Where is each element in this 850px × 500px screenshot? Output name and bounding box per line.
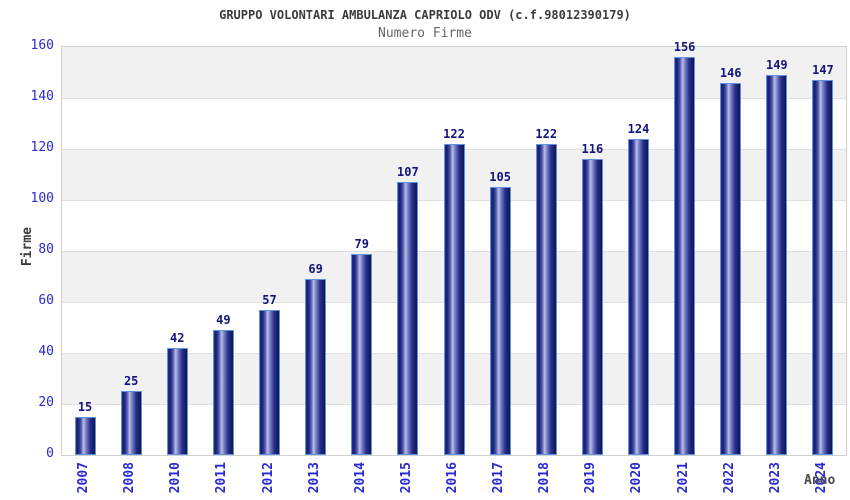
bar-value-label: 49 [216,313,231,327]
x-tick-label: 2018 [537,462,553,494]
bar-2015 [397,182,419,455]
x-tick-label: 2015 [398,462,414,494]
x-tick-label: 2010 [168,462,184,494]
bar-2007 [74,417,96,455]
x-tick-label: 2023 [767,462,783,494]
bar-2023 [766,75,788,455]
bar-2016 [443,144,465,455]
x-tick-label: 2012 [260,462,276,494]
bar-value-label: 105 [489,170,511,184]
bar-value-label: 57 [262,293,277,307]
bar-value-label: 146 [719,66,742,80]
bar-value-label: 116 [581,142,604,156]
bar-2013 [305,279,327,455]
y-tick-label: 0 [46,446,54,461]
bar-2020 [627,139,649,455]
x-tick-label: 2016 [445,462,460,494]
background-band [62,98,846,149]
plot-area: 15 25 42 49 57 69 79 107 122 105 122 116 124 156 146 14… [61,40,847,456]
bar-value-label: 79 [354,237,369,251]
bar-value-label: 42 [170,331,185,345]
x-tick-label: 2008 [122,462,138,494]
bar-2018 [535,144,557,455]
x-tick-label: 2020 [629,462,645,494]
x-tick-label: 2011 [214,462,230,494]
bar-value-label: 122 [443,127,465,141]
x-axis-ticks: 2007 2008 2010 2011 2012 2013 2014 2015 2016 2017… [61,455,845,500]
bar-2019 [581,159,603,455]
bar-2024 [812,80,834,455]
x-tick-label: 2007 [76,462,92,494]
y-tick-label: 100 [30,191,54,206]
y-tick-label: 120 [30,140,54,155]
bar-2010 [166,348,188,455]
y-tick-label: 140 [30,89,54,104]
x-tick-label: 2021 [675,462,691,494]
bar-value-label: 124 [627,122,650,136]
chart-subtitle: Numero Firme [378,26,472,41]
bar-2012 [259,310,281,455]
bar-value-label: 147 [812,63,834,77]
bar-2021 [674,57,696,455]
x-tick-label: 2019 [583,462,599,494]
bar-2011 [212,330,234,455]
gridline [62,98,846,99]
bar-2008 [120,391,142,455]
chart-title: GRUPPO VOLONTARI AMBULANZA CAPRIOLO ODV … [219,8,631,22]
bar-2022 [720,83,742,455]
bar-value-label: 149 [765,58,788,72]
background-band [62,47,846,98]
bar-2014 [351,254,373,455]
bar-value-label: 122 [535,127,558,141]
bar-value-label: 107 [397,165,419,179]
bar-value-label: 15 [77,400,93,414]
y-tick-label: 60 [38,293,54,308]
bar-value-label: 69 [308,262,323,276]
y-axis-title: Firme [20,227,35,267]
bar-value-label: 25 [123,374,139,388]
x-tick-label: 2014 [352,462,368,494]
x-tick-label: 2013 [306,462,322,494]
y-tick-label: 160 [30,38,54,53]
x-axis-title: Anno [804,473,836,488]
x-tick-label: 2022 [721,462,737,494]
x-tick-label: 2017 [491,462,507,494]
y-tick-label: 40 [38,344,54,359]
y-tick-label: 20 [38,395,54,410]
bar-value-label: 156 [673,40,696,54]
bar-2017 [489,187,511,455]
